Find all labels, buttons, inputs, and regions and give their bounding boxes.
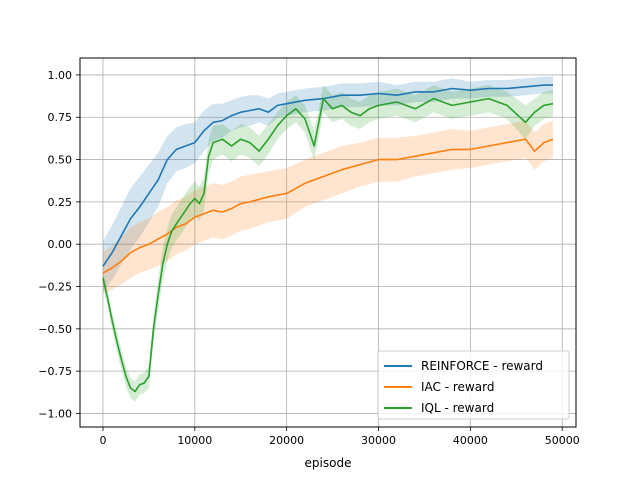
series-2-line bbox=[102, 97, 554, 393]
y-tick-label: 0.25 bbox=[48, 196, 73, 209]
x-tick-label: 10000 bbox=[177, 434, 212, 447]
y-axis-ticks: −1.00 −0.75 −0.50 −0.25 0.00 0.25 0.50 0.75 1.00 bbox=[38, 69, 80, 420]
y-tick-label: −1.00 bbox=[38, 407, 72, 420]
y-tick-label: −0.25 bbox=[38, 281, 72, 294]
series-2-band bbox=[103, 85, 553, 402]
x-tick-label: 30000 bbox=[361, 434, 396, 447]
y-tick-label: 1.00 bbox=[48, 69, 73, 82]
y-tick-label: 0.00 bbox=[48, 238, 73, 251]
series-0-band bbox=[103, 76, 553, 292]
legend-label: REINFORCE - reward bbox=[421, 359, 543, 373]
legend-label: IAC - reward bbox=[421, 380, 494, 394]
series-1-band bbox=[103, 120, 553, 294]
x-tick-label: 20000 bbox=[269, 434, 304, 447]
legend: REINFORCE - reward IAC - reward IQL - rewa… bbox=[377, 350, 570, 420]
x-axis-ticks: 0 10000 20000 30000 40000 50000 bbox=[99, 427, 580, 447]
y-tick-label: 0.75 bbox=[48, 111, 73, 124]
y-tick-label: −0.75 bbox=[38, 365, 72, 378]
legend-box bbox=[377, 350, 570, 420]
x-tick-label: 40000 bbox=[453, 434, 488, 447]
series-1-line bbox=[102, 138, 554, 274]
y-tick-label: −0.50 bbox=[38, 323, 72, 336]
plot-frame bbox=[79, 57, 577, 428]
series-lines bbox=[102, 84, 554, 393]
x-axis-label: episode bbox=[305, 456, 352, 470]
series-0-line bbox=[102, 84, 553, 267]
y-tick-label: 0.50 bbox=[48, 154, 73, 167]
x-tick-label: 0 bbox=[99, 434, 106, 447]
confidence-bands bbox=[103, 76, 553, 402]
x-tick-label: 50000 bbox=[545, 434, 580, 447]
legend-label: IQL - reward bbox=[421, 401, 494, 415]
